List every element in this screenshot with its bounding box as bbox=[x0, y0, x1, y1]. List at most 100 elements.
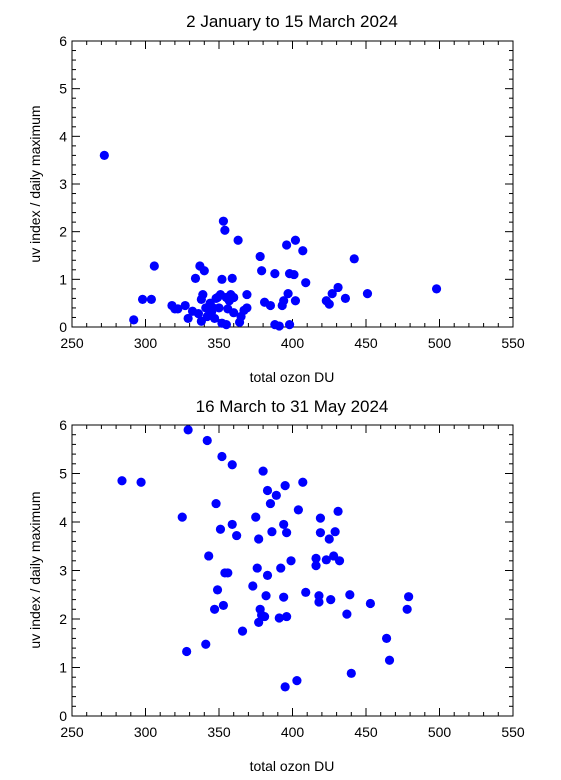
data-point bbox=[301, 278, 311, 288]
scatter-chart-mar-may: 16 March to 31 May 2024 250 300 350 400 450 5… bbox=[27, 397, 525, 774]
data-point bbox=[365, 598, 376, 609]
data-point bbox=[349, 254, 359, 264]
data-point bbox=[233, 235, 243, 245]
x-tick-label: 500 bbox=[428, 724, 452, 740]
data-point bbox=[149, 261, 159, 271]
data-point bbox=[129, 315, 139, 325]
data-point bbox=[293, 505, 303, 515]
data-point bbox=[265, 498, 276, 509]
data-point bbox=[201, 639, 211, 649]
y-tick-label: 2 bbox=[59, 611, 67, 627]
data-point bbox=[177, 512, 187, 522]
y-tick-label: 3 bbox=[59, 563, 67, 579]
data-point bbox=[215, 524, 226, 534]
data-point bbox=[292, 675, 302, 686]
data-point bbox=[220, 225, 230, 235]
data-point bbox=[274, 613, 284, 623]
data-point bbox=[271, 490, 281, 500]
y-tick-label: 6 bbox=[59, 417, 67, 433]
data-point bbox=[279, 296, 289, 306]
data-point bbox=[254, 617, 264, 627]
x-tick-label: 300 bbox=[134, 724, 158, 740]
x-tick-label: 400 bbox=[281, 335, 305, 351]
data-point bbox=[298, 246, 308, 256]
y-tick-label: 6 bbox=[59, 33, 67, 49]
data-point bbox=[183, 313, 193, 324]
data-point bbox=[384, 655, 395, 665]
data-point bbox=[204, 551, 214, 561]
data-point bbox=[314, 597, 324, 607]
data-point bbox=[255, 251, 265, 262]
data-point bbox=[311, 561, 321, 571]
data-point bbox=[146, 294, 156, 304]
x-tick-label: 550 bbox=[501, 724, 525, 740]
data-point bbox=[402, 604, 412, 614]
data-point bbox=[173, 304, 183, 314]
data-point bbox=[267, 527, 277, 537]
x-tick-label: 350 bbox=[207, 724, 231, 740]
y-tick-label: 0 bbox=[59, 708, 67, 724]
data-point bbox=[199, 266, 209, 276]
data-point bbox=[282, 528, 292, 538]
data-point bbox=[217, 451, 227, 462]
data-point bbox=[333, 506, 343, 516]
data-point bbox=[286, 556, 296, 566]
data-point bbox=[259, 611, 270, 622]
data-point bbox=[314, 591, 324, 601]
data-point bbox=[218, 216, 229, 226]
data-point bbox=[340, 293, 351, 303]
y-tick-label: 1 bbox=[59, 660, 67, 676]
x-tick-label: 400 bbox=[281, 724, 305, 740]
y-tick-label: 5 bbox=[59, 81, 67, 97]
y-tick-label: 1 bbox=[59, 271, 67, 287]
data-point bbox=[283, 289, 293, 299]
data-point bbox=[237, 626, 248, 636]
data-point bbox=[223, 568, 233, 578]
data-point bbox=[290, 235, 301, 245]
data-point bbox=[279, 519, 289, 530]
data-point bbox=[209, 604, 220, 614]
data-point bbox=[315, 528, 326, 538]
data-point bbox=[298, 477, 308, 487]
data-point bbox=[265, 300, 276, 311]
data-point bbox=[311, 553, 321, 563]
data-point bbox=[280, 481, 290, 491]
data-point bbox=[242, 303, 252, 313]
data-point bbox=[227, 519, 237, 530]
data-point bbox=[280, 682, 290, 692]
data-point bbox=[183, 425, 193, 435]
x-tick-label: 450 bbox=[354, 724, 378, 740]
chart-title: 16 March to 31 May 2024 bbox=[196, 397, 389, 416]
data-point bbox=[254, 534, 264, 544]
data-point bbox=[301, 587, 311, 597]
x-axis-label: total ozon DU bbox=[250, 369, 335, 385]
data-point bbox=[232, 530, 242, 541]
data-point bbox=[270, 269, 280, 279]
plot-frame bbox=[71, 424, 514, 717]
x-axis-label: total ozon DU bbox=[250, 758, 335, 774]
data-point bbox=[211, 498, 221, 509]
y-axis-tick-labels: 0 1 2 3 4 5 6 bbox=[59, 417, 67, 724]
data-point bbox=[342, 609, 352, 619]
y-axis-label: uv index / daily maximum bbox=[27, 105, 43, 262]
data-point bbox=[362, 289, 373, 299]
x-tick-label: 350 bbox=[207, 335, 231, 351]
data-point bbox=[431, 284, 442, 294]
data-point bbox=[198, 289, 208, 300]
data-point bbox=[289, 269, 299, 280]
data-point bbox=[180, 300, 190, 311]
data-point bbox=[217, 274, 227, 284]
data-point bbox=[252, 563, 262, 573]
data-point bbox=[229, 308, 239, 318]
y-tick-label: 0 bbox=[59, 319, 67, 335]
axis-ticks bbox=[71, 40, 514, 328]
x-tick-label: 500 bbox=[428, 335, 452, 351]
data-point bbox=[326, 595, 336, 605]
data-point bbox=[136, 477, 146, 487]
data-point bbox=[193, 309, 204, 319]
data-point bbox=[284, 320, 295, 330]
x-tick-label: 300 bbox=[134, 335, 158, 351]
x-tick-label: 250 bbox=[60, 724, 84, 740]
y-tick-label: 5 bbox=[59, 466, 67, 482]
